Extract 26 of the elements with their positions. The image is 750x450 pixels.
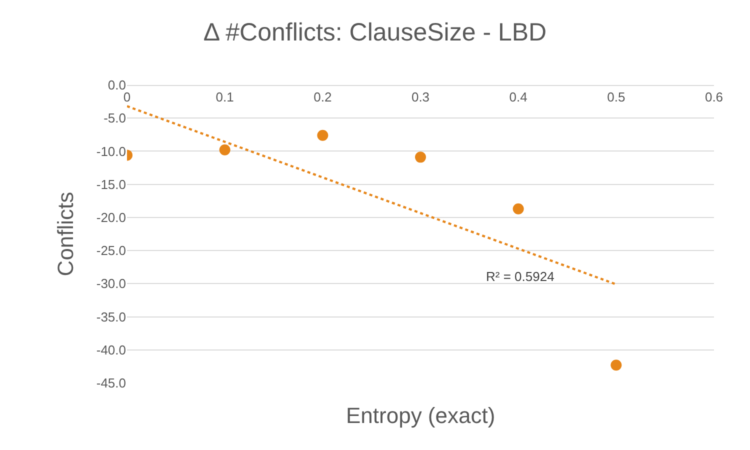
y-tick-label: -45.0 (96, 376, 126, 391)
x-tick-label: 0.4 (509, 90, 528, 105)
x-axis-title: Entropy (exact) (346, 403, 496, 428)
x-tick-label: 0.1 (216, 90, 234, 105)
x-tick-label: 0.2 (314, 90, 332, 105)
chart-title: Δ #Conflicts: ClauseSize - LBD (203, 18, 547, 46)
y-tick-label: -20.0 (96, 210, 126, 225)
point (610, 360, 622, 371)
x-tick-label: 0.3 (411, 90, 430, 105)
x-tick-label: 0.6 (704, 90, 724, 105)
point (415, 152, 426, 163)
y-axis-title: Conflicts (53, 192, 78, 276)
y-tick-label: -25.0 (96, 243, 126, 258)
y-tick-label: -35.0 (96, 309, 126, 324)
x-tick-label: 0 (123, 90, 131, 105)
annotation: R² = 0.5924 (486, 269, 554, 284)
y-tick-label: -40.0 (96, 342, 126, 358)
y-tick-label: -30.0 (96, 276, 126, 292)
point (512, 203, 524, 214)
point (317, 130, 328, 141)
point (219, 144, 230, 156)
y-tick-label: 0.0 (108, 78, 126, 93)
y-tick-label: -5.0 (104, 110, 126, 126)
y-tick-label: -15.0 (96, 176, 126, 192)
x-tick-label: 0.5 (607, 90, 626, 105)
y-tick-label: -10.0 (96, 144, 126, 159)
